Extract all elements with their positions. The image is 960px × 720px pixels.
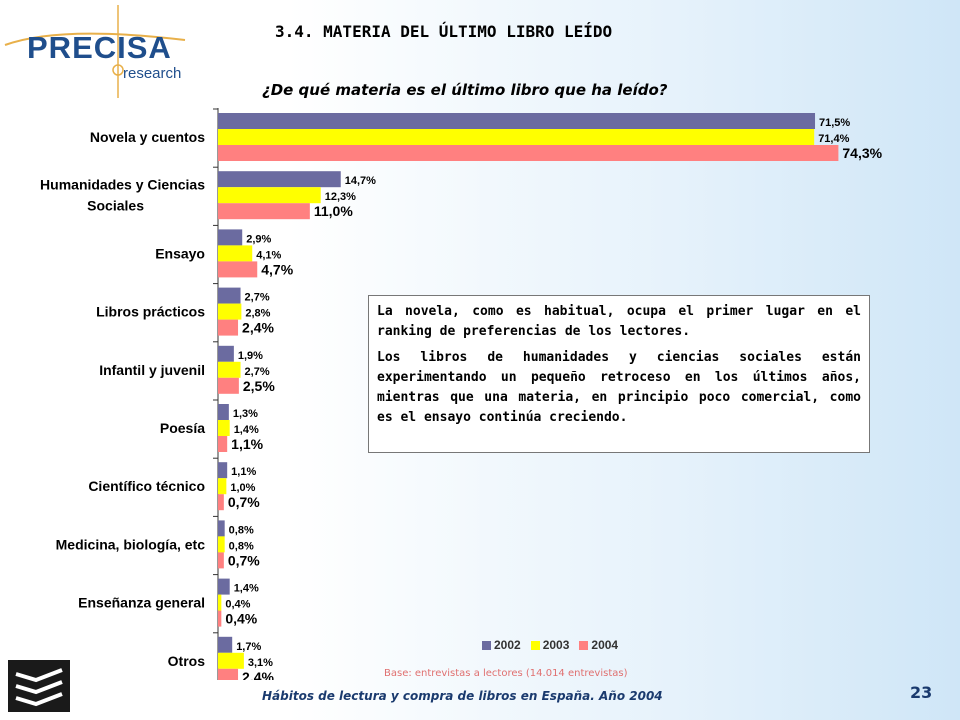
bar-2002 [218, 520, 225, 537]
data-label-2004: 0,7% [228, 494, 260, 510]
bar-2002 [218, 113, 816, 129]
bar-2003 [218, 129, 815, 145]
source-footer: Hábitos de lectura y compra de libros en… [262, 689, 663, 703]
category-label: Humanidades y Ciencias Sociales [40, 177, 205, 214]
bar-2003 [218, 478, 227, 495]
commentary-box: La novela, como es habitual, ocupa el pr… [368, 295, 870, 453]
bar-2002 [218, 229, 243, 246]
precisa-logo: PRECISA research [0, 0, 200, 100]
bar-2003 [218, 420, 230, 436]
data-label-2002: 1,9% [238, 350, 263, 362]
data-label-2003: 71,4% [818, 133, 849, 145]
data-label-2002: 2,7% [245, 292, 270, 304]
category-label: Libros prácticos [96, 304, 205, 320]
data-label-2002: 1,1% [231, 466, 256, 478]
logo-swoosh-graphic [4, 5, 186, 98]
bar-2004 [218, 552, 224, 569]
bar-2004 [218, 494, 224, 511]
bar-2004 [218, 261, 258, 278]
data-label-2002: 71,5% [819, 117, 850, 129]
bar-2003 [218, 303, 242, 320]
bar-2003 [218, 245, 253, 262]
data-label-2003: 3,1% [248, 657, 273, 669]
chart-legend: 2002 2003 2004 [482, 638, 618, 652]
bar-2003 [218, 594, 222, 611]
bar-2003 [218, 361, 241, 378]
bar-2004 [218, 668, 239, 680]
data-label-2002: 1,4% [234, 583, 259, 595]
bar-2002 [218, 171, 341, 188]
bar-2003 [218, 536, 225, 553]
data-label-2003: 0,8% [229, 540, 254, 552]
logo-subtext: research [123, 65, 182, 82]
data-label-2004: 2,4% [242, 320, 274, 336]
data-label-2003: 2,8% [245, 308, 270, 320]
data-label-2004: 2,5% [243, 378, 275, 394]
publisher-logo-icon [8, 660, 70, 712]
category-label: Enseñanza general [78, 595, 205, 611]
data-label-2003: 1,4% [234, 424, 259, 436]
bar-2002 [218, 345, 234, 362]
bar-2002 [218, 404, 229, 420]
data-label-2003: 12,3% [325, 191, 356, 203]
commentary-paragraph-2: Los libros de humanidades y ciencias soc… [377, 350, 861, 425]
bar-2004 [218, 436, 228, 452]
sample-base-note: Base: entrevistas a lectores (14.014 ent… [384, 668, 628, 679]
legend-swatch-2002 [482, 640, 491, 650]
logo-wordmark: PRECISA [27, 30, 172, 65]
legend-item-2002: 2002 [482, 638, 521, 652]
bar-2004 [218, 610, 222, 627]
bar-2004 [218, 319, 239, 336]
legend-item-2003: 2003 [530, 638, 570, 652]
legend-label-2002: 2002 [494, 638, 521, 652]
category-label: Infantil y juvenil [99, 362, 205, 378]
category-label: Novela y cuentos [90, 129, 205, 145]
bar-2004 [218, 203, 310, 220]
data-label-2003: 4,1% [256, 249, 281, 261]
bar-2004 [218, 377, 239, 394]
category-label: Poesía [160, 420, 205, 436]
bar-2002 [218, 462, 228, 479]
data-label-2003: 0,4% [225, 599, 250, 611]
category-label: Científico técnico [88, 478, 205, 494]
data-label-2004: 11,0% [314, 203, 353, 219]
data-label-2002: 1,3% [233, 408, 258, 420]
data-label-2004: 4,7% [261, 261, 293, 277]
legend-swatch-2004 [579, 640, 589, 650]
data-label-2002: 2,9% [246, 233, 271, 245]
data-label-2004: 0,4% [225, 611, 257, 627]
data-label-2002: 14,7% [345, 175, 376, 187]
bar-chart: Novela y cuentos 71,5% 71,4%74,3% Humanidad… [40, 108, 883, 680]
data-label-2004: 1,1% [231, 436, 263, 452]
data-label-2002: 0,8% [229, 524, 254, 536]
legend-label-2003: 2003 [542, 638, 570, 652]
bar-2002 [218, 578, 230, 595]
chart-question: ¿De qué materia es el último libro que h… [262, 81, 668, 99]
category-label: Ensayo [155, 245, 205, 261]
data-label-2004: 74,3% [842, 145, 882, 161]
legend-item-2004: 2004 [579, 638, 618, 652]
data-label-2004: 2,4% [242, 669, 274, 680]
bar-2002 [218, 636, 233, 653]
data-label-2002: 1,7% [236, 641, 261, 653]
legend-label-2004: 2004 [591, 638, 619, 652]
data-label-2003: 1,0% [230, 482, 255, 494]
commentary-paragraph-1: La novela, como es habitual, ocupa el pr… [377, 304, 861, 339]
category-label: Otros [168, 653, 206, 669]
data-label-2003: 2,7% [245, 366, 270, 378]
bar-2002 [218, 287, 241, 304]
page-number: 23 [910, 683, 933, 702]
bar-2004 [218, 145, 839, 161]
category-label: Medicina, biología, etc [56, 536, 206, 552]
bar-2003 [218, 187, 321, 204]
legend-swatch-2003 [530, 640, 540, 650]
bar-2003 [218, 652, 244, 669]
page-title: 3.4. MATERIA DEL ÚLTIMO LIBRO LEÍDO [275, 22, 613, 41]
data-label-2004: 0,7% [228, 552, 260, 568]
